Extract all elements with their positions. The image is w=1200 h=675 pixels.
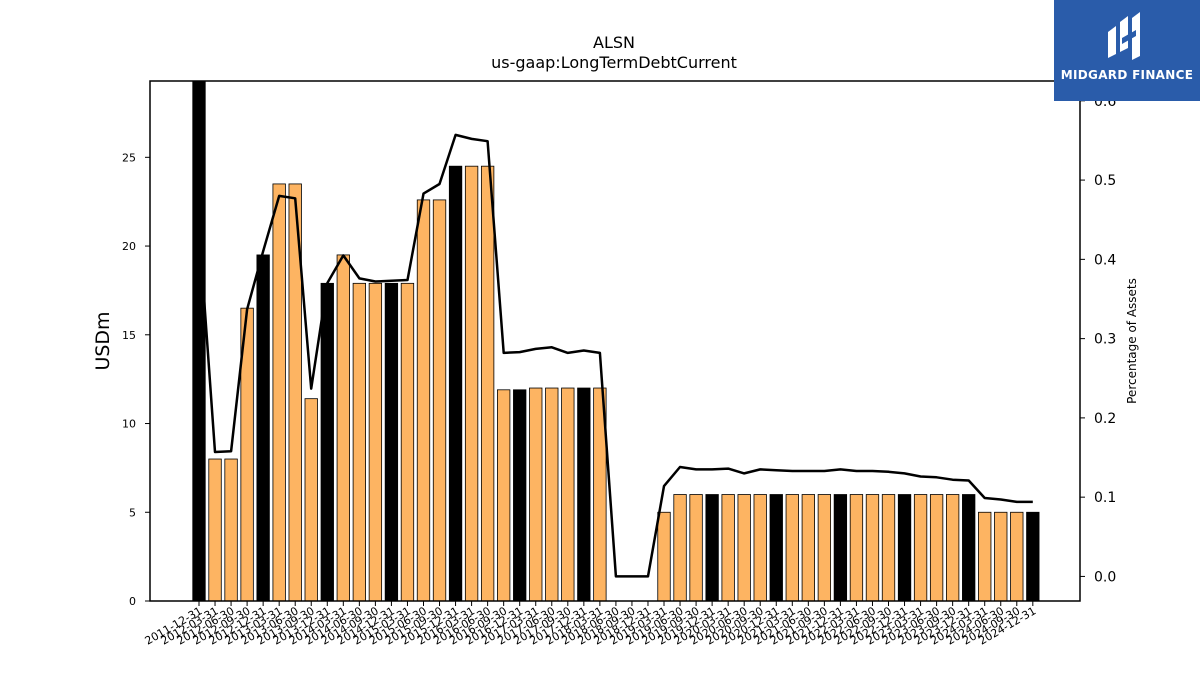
y2-tick-label: 0.1 xyxy=(1094,490,1116,506)
bar-2017-12-31 xyxy=(577,387,591,602)
bar-2019-06-30 xyxy=(673,494,687,602)
bar-2021-03-31 xyxy=(785,494,799,602)
midgard-finance-logo: MIDGARD FINANCE xyxy=(1054,0,1200,101)
bar-2023-12-31 xyxy=(962,494,976,602)
bar-2016-03-31 xyxy=(464,165,479,602)
bar-2023-03-31 xyxy=(913,494,928,602)
y-tick-label: 5 xyxy=(129,506,136,519)
bar-2019-03-31 xyxy=(657,511,671,602)
bar-2020-12-31 xyxy=(769,494,783,602)
y2-tick-label: 0.0 xyxy=(1094,569,1116,585)
logo-mark-icon xyxy=(1108,12,1140,60)
y2-tick-label: 0.5 xyxy=(1094,173,1116,189)
bar-2011-12-31 xyxy=(192,80,206,602)
y2-tick-label: 0.2 xyxy=(1094,411,1116,427)
bar-2013-12-31 xyxy=(320,282,334,602)
plot-frame xyxy=(149,80,1081,602)
bar-2021-06-30 xyxy=(801,494,815,602)
bar-2014-03-31 xyxy=(336,254,350,602)
bar-2016-09-30 xyxy=(497,389,511,602)
bar-2023-06-30 xyxy=(929,494,944,602)
bar-2014-06-30 xyxy=(352,282,367,602)
bar-2022-12-31 xyxy=(897,494,912,602)
line-group xyxy=(197,133,1033,578)
percentage-of-assets-line xyxy=(197,133,1033,578)
bar-2022-03-31 xyxy=(849,494,864,602)
bar-2017-09-30 xyxy=(561,387,575,602)
bar-2012-06-30 xyxy=(224,458,238,602)
bar-2024-12-31 xyxy=(1026,511,1040,602)
bar-2020-09-30 xyxy=(753,494,767,602)
y-tick-label: 20 xyxy=(122,240,136,253)
bar-2013-09-30 xyxy=(304,398,318,602)
y2-tick-label: 0.4 xyxy=(1094,252,1116,268)
bar-2022-06-30 xyxy=(865,494,880,602)
bar-2015-12-31 xyxy=(448,165,463,602)
bar-2012-03-31 xyxy=(208,458,222,602)
bar-2023-09-30 xyxy=(945,494,960,602)
bar-2015-09-30 xyxy=(432,199,447,602)
y2-tick-label: 0.3 xyxy=(1094,332,1116,348)
y2-axis: 0.00.10.20.30.40.50.6 xyxy=(1080,94,1116,585)
chart-subtitle: us-gaap:LongTermDebtCurrent xyxy=(491,53,737,72)
bar-2019-12-31 xyxy=(705,494,719,602)
logo-text: MIDGARD FINANCE xyxy=(1060,68,1194,82)
bar-2020-03-31 xyxy=(721,494,735,602)
y-tick-label: 25 xyxy=(122,151,136,164)
bar-2014-12-31 xyxy=(384,282,399,602)
bar-2014-09-30 xyxy=(368,282,383,602)
bar-2012-12-31 xyxy=(256,254,270,602)
x-axis: 2011-12-312012-03-312012-06-302012-09-30… xyxy=(143,601,1038,648)
bar-2024-06-30 xyxy=(994,511,1008,602)
y2-axis-label: Percentage of Assets xyxy=(1125,278,1139,404)
bar-2015-06-30 xyxy=(416,199,431,602)
bar-2016-06-30 xyxy=(480,165,495,602)
bar-2017-03-31 xyxy=(529,387,543,602)
bar-2022-09-30 xyxy=(881,494,896,602)
bar-2016-12-31 xyxy=(513,389,527,602)
bar-2015-03-31 xyxy=(400,282,415,602)
bar-2013-03-31 xyxy=(272,183,286,602)
y-axis-label: USDm xyxy=(92,311,114,370)
chart-title: ALSN xyxy=(593,33,635,52)
bar-2019-09-30 xyxy=(689,494,703,602)
y-tick-label: 0 xyxy=(129,595,136,608)
bar-2017-06-30 xyxy=(545,387,559,602)
bar-2021-12-31 xyxy=(833,494,848,602)
bar-2021-09-30 xyxy=(817,494,832,602)
y-tick-label: 10 xyxy=(122,418,136,431)
y-tick-label: 15 xyxy=(122,329,136,342)
bar-2024-03-31 xyxy=(978,511,992,602)
bar-2020-06-30 xyxy=(737,494,751,602)
bar-2024-09-30 xyxy=(1010,511,1024,602)
y-axis: 0 5 10 15 20 25 xyxy=(122,151,150,608)
